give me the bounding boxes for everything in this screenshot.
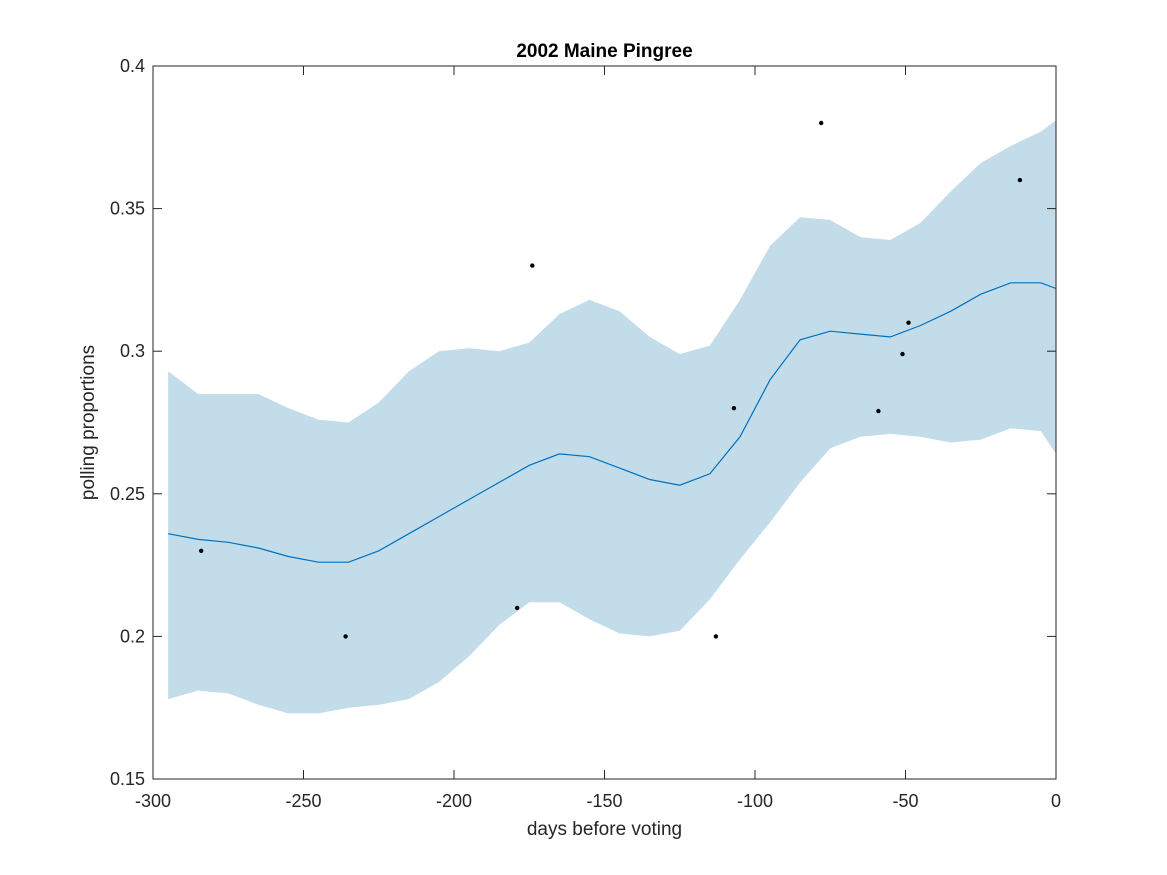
- x-tick-label: -250: [285, 791, 321, 811]
- poll-point: [515, 605, 520, 611]
- x-axis-ticks: -300 -250 -200 -150 -100 -50 0: [135, 66, 1061, 811]
- poll-point: [530, 263, 535, 268]
- chart-title: 2002 Maine Pingree: [516, 41, 692, 62]
- x-tick-label: -150: [586, 791, 622, 811]
- y-tick-label: 0.15: [110, 769, 145, 789]
- trend-line-layer: [167, 282, 1057, 563]
- poll-point: [906, 320, 911, 325]
- poll-point: [876, 408, 881, 414]
- poll-point: [343, 634, 348, 639]
- x-tick-label: 0: [1051, 791, 1061, 811]
- x-tick-label: -100: [737, 791, 773, 811]
- poll-point: [713, 634, 719, 639]
- y-tick-label: 0.4: [120, 56, 145, 76]
- poll-point: [900, 351, 905, 357]
- y-tick-label: 0.2: [120, 626, 145, 646]
- y-tick-label: 0.35: [110, 199, 145, 219]
- y-tick-label: 0.25: [110, 484, 145, 504]
- poll-point: [731, 406, 737, 411]
- confidence-band: [168, 120, 1057, 714]
- poll-points-layer: [199, 120, 1023, 639]
- y-axis-ticks: 0.15 0.2 0.25 0.3 0.35 0.4: [110, 56, 1056, 789]
- trend-line: [167, 282, 1057, 563]
- y-axis-label: polling proportions: [78, 345, 99, 500]
- poll-point: [819, 120, 824, 126]
- poll-point: [199, 548, 204, 553]
- confidence-band-layer: [168, 120, 1057, 714]
- x-tick-label: -50: [892, 791, 918, 811]
- y-tick-label: 0.3: [120, 341, 145, 361]
- x-tick-label: -300: [135, 791, 171, 811]
- x-tick-label: -200: [436, 791, 472, 811]
- x-axis-label: days before voting: [527, 819, 682, 840]
- poll-point: [1017, 177, 1023, 183]
